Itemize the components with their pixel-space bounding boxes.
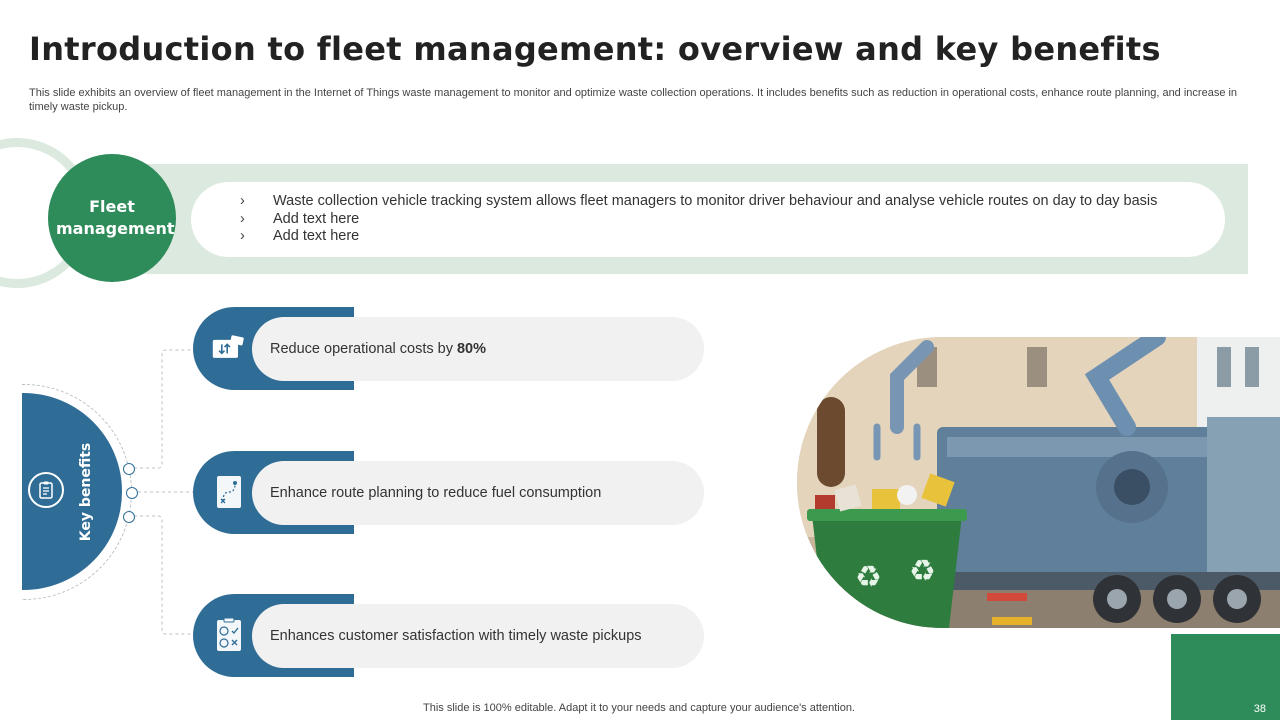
benefit-pill: Reduce operational costs by 80%: [252, 317, 704, 381]
fleet-point-text: Waste collection vehicle tracking system…: [273, 193, 1158, 209]
fleet-point-text: Add text here: [273, 210, 360, 227]
benefit-text: Enhances customer satisfaction with time…: [270, 628, 642, 644]
fleet-point: › Add text here: [240, 211, 1157, 229]
robotic-garbage-truck-image: ♻ ♻: [797, 337, 1280, 628]
fleet-point: › Waste collection vehicle tracking syste…: [240, 193, 1157, 211]
fleet-point-text: Add text here: [273, 228, 360, 244]
fleet-description-pill: [191, 182, 1225, 257]
chevron-right-icon: ›: [240, 193, 245, 209]
page-subtitle: This slide exhibits an overview of fleet…: [29, 87, 1238, 113]
footer-accent-block: [1171, 634, 1280, 720]
benefit-text: Enhance route planning to reduce fuel co…: [270, 485, 602, 501]
money-transfer-icon: [211, 330, 247, 366]
benefit-highlight: 80%: [456, 341, 487, 357]
satisfaction-checklist-icon: [211, 617, 247, 653]
route-map-icon: [211, 474, 247, 510]
benefit-text: Reduce operational costs by: [270, 341, 453, 357]
chevron-right-icon: ›: [240, 228, 245, 244]
clipboard-icon: [28, 472, 64, 508]
connector-node: [126, 487, 138, 499]
svg-text:♻: ♻: [909, 554, 936, 589]
fleet-management-label: Fleet management: [56, 197, 175, 238]
footer-note: This slide is 100% editable. Adapt it to…: [0, 702, 1280, 714]
page-title: Introduction to fleet management: overvi…: [29, 30, 1161, 68]
page-number: 38: [1253, 703, 1266, 715]
fleet-points-list: › Waste collection vehicle tracking syste…: [240, 193, 1157, 246]
fleet-point: › Add text here: [240, 228, 1157, 246]
fleet-management-circle: Fleet management: [48, 154, 176, 282]
footer-note-text: This slide is 100% editable. Adapt it to…: [423, 702, 855, 714]
connector-node: [123, 463, 135, 475]
benefit-pill: Enhances customer satisfaction with time…: [252, 604, 704, 668]
key-benefits-label: Key benefits: [78, 442, 94, 542]
benefit-pill: Enhance route planning to reduce fuel co…: [252, 461, 704, 525]
chevron-right-icon: ›: [240, 210, 245, 227]
svg-text:♻: ♻: [855, 560, 882, 595]
connector-node: [123, 511, 135, 523]
